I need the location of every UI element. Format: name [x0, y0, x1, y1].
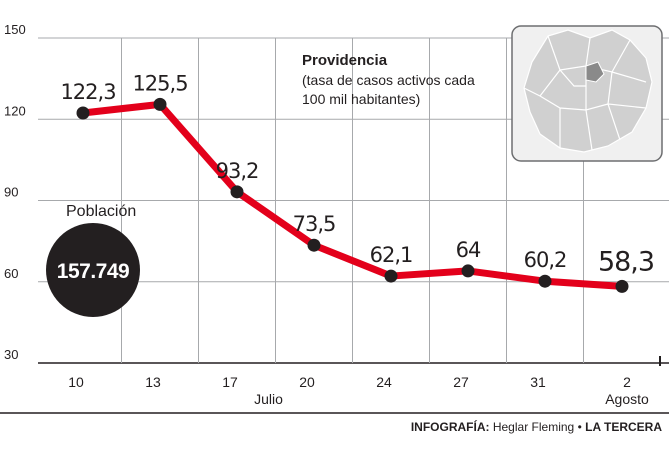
data-point — [615, 279, 629, 293]
y-tick-label: 120 — [4, 103, 26, 118]
data-label: 62,1 — [370, 243, 413, 267]
providencia-highlight — [585, 61, 605, 83]
month-label: Julio — [254, 391, 283, 407]
data-label: 122,3 — [60, 80, 115, 104]
month-label: Agosto — [605, 391, 649, 407]
y-tick-label: 90 — [4, 185, 18, 200]
data-markers — [76, 97, 629, 293]
data-label: 125,5 — [132, 71, 187, 95]
data-label: 93,2 — [216, 159, 259, 183]
credit-author: Heglar Fleming — [493, 420, 574, 434]
data-point — [76, 106, 90, 120]
x-tick-label: 13 — [145, 374, 161, 390]
x-tick-label: 17 — [222, 374, 238, 390]
credit-separator: • — [578, 420, 582, 434]
x-tick-label: 20 — [299, 374, 315, 390]
credit-prefix: INFOGRAFÍA: — [411, 419, 490, 434]
data-point — [461, 264, 475, 278]
data-point — [384, 269, 398, 283]
y-tick-label: 30 — [4, 347, 18, 362]
month-labels: Julio Agosto — [254, 391, 649, 407]
chart-subtitle-line-2: 100 mil habitantes) — [302, 91, 420, 107]
data-label: 64 — [456, 238, 481, 262]
credit-outlet: LA TERCERA — [585, 420, 662, 434]
x-tick-label: 10 — [68, 374, 84, 390]
data-point — [538, 274, 552, 288]
series-line — [79, 100, 626, 290]
x-tick-label: 2 — [623, 374, 631, 390]
x-tick-label: 24 — [376, 374, 392, 390]
data-point — [153, 97, 167, 111]
population-circle — [46, 223, 140, 317]
data-label: 58,3 — [598, 246, 654, 277]
population-label: Población — [66, 203, 136, 220]
y-axis-ticks: 150 120 90 60 30 — [4, 22, 26, 362]
data-labels: 122,3 125,5 93,2 73,5 62,1 64 60,2 58,3 — [60, 71, 655, 277]
credit-line: INFOGRAFÍA: Heglar Fleming • LA TERCERA — [411, 419, 662, 434]
map-inset — [511, 25, 663, 162]
data-label: 73,5 — [293, 212, 336, 236]
x-tick-label: 27 — [453, 374, 469, 390]
population-value: 157.749 — [57, 260, 129, 283]
data-label: 60,2 — [524, 248, 567, 272]
data-point — [230, 185, 244, 199]
y-tick-label: 60 — [4, 266, 18, 281]
y-tick-label: 150 — [4, 22, 26, 37]
x-tick-label: 31 — [530, 374, 546, 390]
x-axis-ticks: 10 13 17 20 24 27 31 2 — [68, 374, 631, 390]
chart-title: Providencia — [302, 52, 388, 69]
data-point — [307, 238, 321, 252]
santiago-communes-map-icon — [523, 29, 653, 153]
chart-subtitle-line-1: (tasa de casos activos cada — [302, 72, 475, 88]
